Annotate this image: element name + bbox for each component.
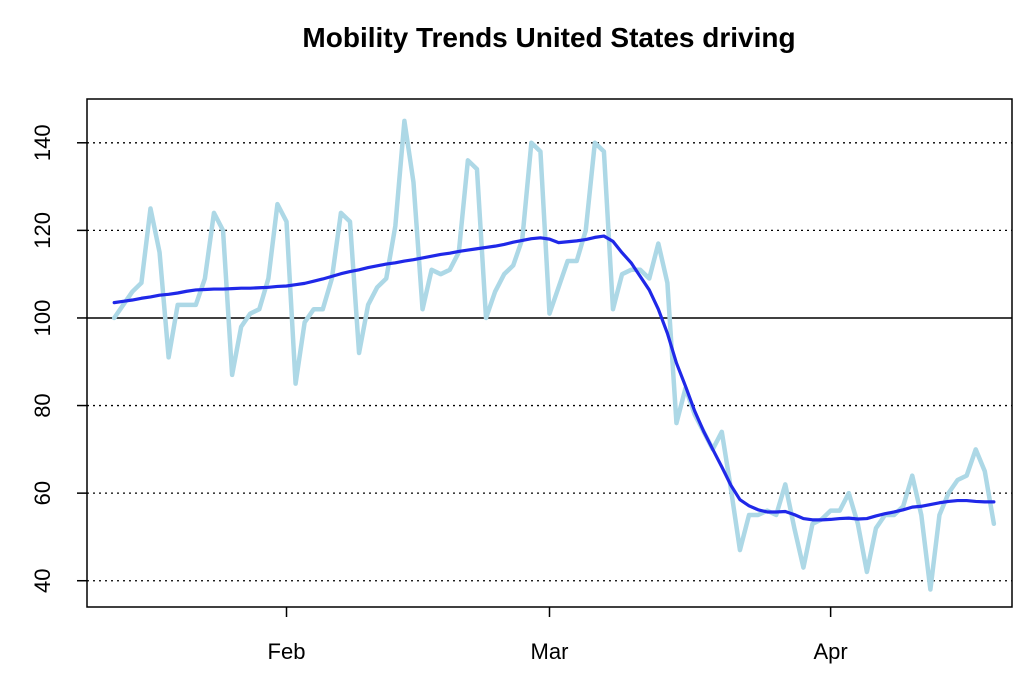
y-tick-label-100: 100 (30, 300, 55, 337)
chart-title: Mobility Trends United States driving (302, 22, 795, 53)
y-tick-label-140: 140 (30, 124, 55, 161)
series-line-daily (111, 118, 997, 592)
x-tick-label-apr: Apr (814, 639, 848, 664)
grid-lines (87, 142, 1012, 582)
y-tick-label-60: 60 (30, 481, 55, 505)
series-layer (111, 118, 997, 592)
y-tick-label-120: 120 (30, 212, 55, 249)
series-line-smoothed (112, 234, 996, 522)
y-tick-label-80: 80 (30, 393, 55, 417)
y-tick-label-40: 40 (30, 568, 55, 592)
x-tick-label-mar: Mar (531, 639, 569, 664)
x-axis: Feb Mar Apr (268, 607, 848, 664)
y-axis: 40 60 80 100 120 140 (30, 124, 87, 593)
x-tick-label-feb: Feb (268, 639, 306, 664)
